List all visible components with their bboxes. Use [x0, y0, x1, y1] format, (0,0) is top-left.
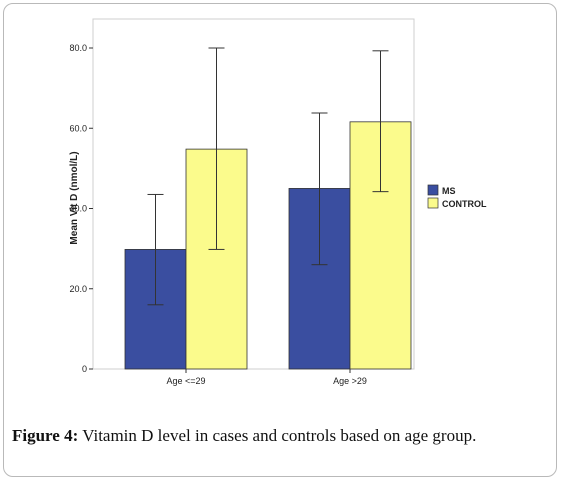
x-axis: Age <=29 Age >29	[166, 369, 367, 386]
caption-label: Figure 4:	[12, 426, 79, 445]
x-tick-label: Age <=29	[166, 376, 205, 386]
figure-caption: Figure 4: Vitamin D level in cases and c…	[12, 426, 552, 446]
bar-chart: 0 20.0 40.0 60.0 80.0 Age <=29 Age >29 Mean V…	[69, 18, 487, 386]
y-tick-label: 0	[82, 364, 87, 374]
legend-label-ms: MS	[442, 186, 456, 196]
y-tick-label: 20.0	[69, 284, 87, 294]
legend-swatch-control	[427, 197, 439, 209]
x-tick-label: Age >29	[333, 376, 367, 386]
error-bars	[147, 47, 389, 306]
y-axis: 0 20.0 40.0 60.0 80.0	[69, 43, 93, 374]
y-tick-label: 40.0	[69, 204, 87, 214]
y-tick-label: 60.0	[69, 123, 87, 133]
y-axis-title: Mean Vit D (nmol/L)	[69, 151, 80, 244]
legend-swatch-ms	[427, 184, 439, 196]
legend: MS CONTROL	[427, 184, 487, 209]
caption-text: Vitamin D level in cases and controls ba…	[78, 426, 477, 445]
legend-label-control: CONTROL	[442, 199, 487, 209]
y-tick-label: 80.0	[69, 43, 87, 53]
